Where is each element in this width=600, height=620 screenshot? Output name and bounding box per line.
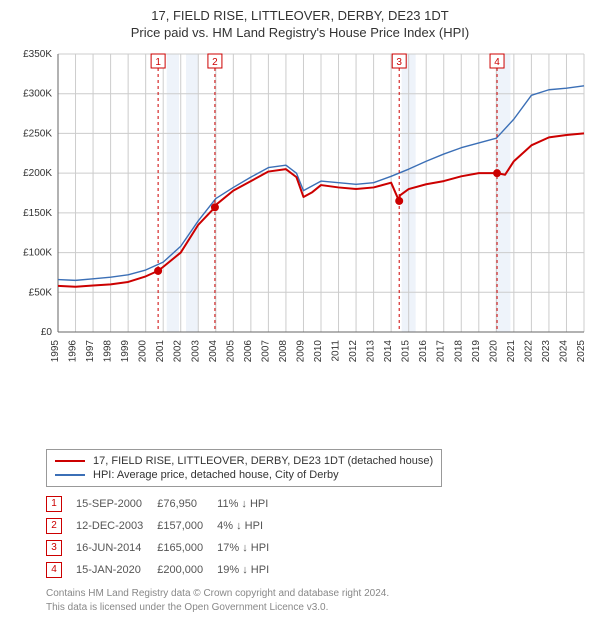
- legend-row: HPI: Average price, detached house, City…: [55, 468, 433, 482]
- svg-text:2023: 2023: [541, 340, 552, 363]
- legend-label: HPI: Average price, detached house, City…: [93, 469, 339, 481]
- svg-text:£300K: £300K: [23, 89, 52, 100]
- sale-delta: 19% ↓ HPI: [217, 559, 283, 581]
- sale-marker-box: 1: [46, 496, 62, 512]
- svg-text:2003: 2003: [190, 340, 201, 363]
- sale-date: 15-SEP-2000: [76, 493, 157, 515]
- svg-text:2009: 2009: [295, 340, 306, 363]
- price-chart: £0 £50K £100K £150K £200K £250K £300K £350K 1995…: [10, 46, 590, 376]
- legend-swatch-hpi: [55, 474, 85, 476]
- svg-text:2018: 2018: [453, 340, 464, 363]
- sale-delta: 17% ↓ HPI: [217, 537, 283, 559]
- svg-text:2019: 2019: [471, 340, 482, 363]
- svg-text:2010: 2010: [313, 340, 324, 363]
- sale-marker-box: 4: [46, 562, 62, 578]
- svg-text:2015: 2015: [401, 340, 412, 363]
- svg-text:1995: 1995: [50, 340, 61, 363]
- attribution: Contains HM Land Registry data © Crown c…: [46, 587, 590, 614]
- svg-text:2025: 2025: [576, 340, 587, 363]
- svg-text:£200K: £200K: [23, 168, 52, 179]
- svg-text:2002: 2002: [173, 340, 184, 363]
- svg-text:2012: 2012: [348, 340, 359, 363]
- sale-date: 15-JAN-2020: [76, 559, 157, 581]
- sale-date: 12-DEC-2003: [76, 515, 157, 537]
- svg-text:£100K: £100K: [23, 248, 52, 259]
- sale-row: 4 15-JAN-2020£200,00019% ↓ HPI: [46, 559, 283, 581]
- sale-delta: 11% ↓ HPI: [217, 493, 283, 515]
- svg-text:2016: 2016: [418, 340, 429, 363]
- svg-text:2011: 2011: [331, 340, 342, 362]
- legend-swatch-property: [55, 460, 85, 462]
- legend-label: 17, FIELD RISE, LITTLEOVER, DERBY, DE23 …: [93, 455, 433, 467]
- legend-row: 17, FIELD RISE, LITTLEOVER, DERBY, DE23 …: [55, 454, 433, 468]
- sale-row: 3 16-JUN-2014£165,00017% ↓ HPI: [46, 537, 283, 559]
- svg-text:3: 3: [396, 57, 402, 68]
- sale-row: 2 12-DEC-2003£157,0004% ↓ HPI: [46, 515, 283, 537]
- svg-text:£150K: £150K: [23, 208, 52, 219]
- svg-text:2005: 2005: [225, 340, 236, 363]
- svg-text:£0: £0: [41, 327, 53, 338]
- svg-text:2008: 2008: [278, 340, 289, 363]
- svg-text:4: 4: [494, 57, 500, 68]
- sale-price: £165,000: [157, 537, 217, 559]
- svg-text:1997: 1997: [85, 340, 96, 363]
- sale-table: 1 15-SEP-2000£76,95011% ↓ HPI 2 12-DEC-2003…: [46, 493, 590, 581]
- svg-text:2001: 2001: [155, 340, 166, 363]
- sale-price: £157,000: [157, 515, 217, 537]
- svg-text:£250K: £250K: [23, 128, 52, 139]
- svg-text:1: 1: [155, 57, 161, 68]
- sale-marker-box: 2: [46, 518, 62, 534]
- sale-price: £200,000: [157, 559, 217, 581]
- sale-price: £76,950: [157, 493, 217, 515]
- svg-text:2004: 2004: [208, 340, 219, 363]
- svg-text:2017: 2017: [436, 340, 447, 363]
- svg-text:2000: 2000: [138, 340, 149, 363]
- attribution-line: This data is licensed under the Open Gov…: [46, 601, 590, 615]
- svg-text:1999: 1999: [120, 340, 131, 363]
- chart-title-line2: Price paid vs. HM Land Registry's House …: [10, 25, 590, 40]
- svg-text:2013: 2013: [366, 340, 377, 363]
- svg-text:2020: 2020: [488, 340, 499, 363]
- sale-marker-box: 3: [46, 540, 62, 556]
- svg-text:£50K: £50K: [29, 287, 53, 298]
- svg-text:2021: 2021: [506, 340, 517, 363]
- svg-text:2006: 2006: [243, 340, 254, 363]
- sale-date: 16-JUN-2014: [76, 537, 157, 559]
- svg-text:2014: 2014: [383, 340, 394, 363]
- svg-text:2022: 2022: [523, 340, 534, 363]
- svg-text:2: 2: [212, 57, 218, 68]
- chart-title-line1: 17, FIELD RISE, LITTLEOVER, DERBY, DE23 …: [10, 8, 590, 23]
- sale-delta: 4% ↓ HPI: [217, 515, 283, 537]
- svg-text:£350K: £350K: [23, 49, 52, 60]
- svg-text:1998: 1998: [103, 340, 114, 363]
- svg-text:2007: 2007: [260, 340, 271, 363]
- sale-row: 1 15-SEP-2000£76,95011% ↓ HPI: [46, 493, 283, 515]
- legend: 17, FIELD RISE, LITTLEOVER, DERBY, DE23 …: [46, 449, 442, 487]
- attribution-line: Contains HM Land Registry data © Crown c…: [46, 587, 590, 601]
- svg-text:2024: 2024: [558, 340, 569, 363]
- svg-text:1996: 1996: [68, 340, 79, 363]
